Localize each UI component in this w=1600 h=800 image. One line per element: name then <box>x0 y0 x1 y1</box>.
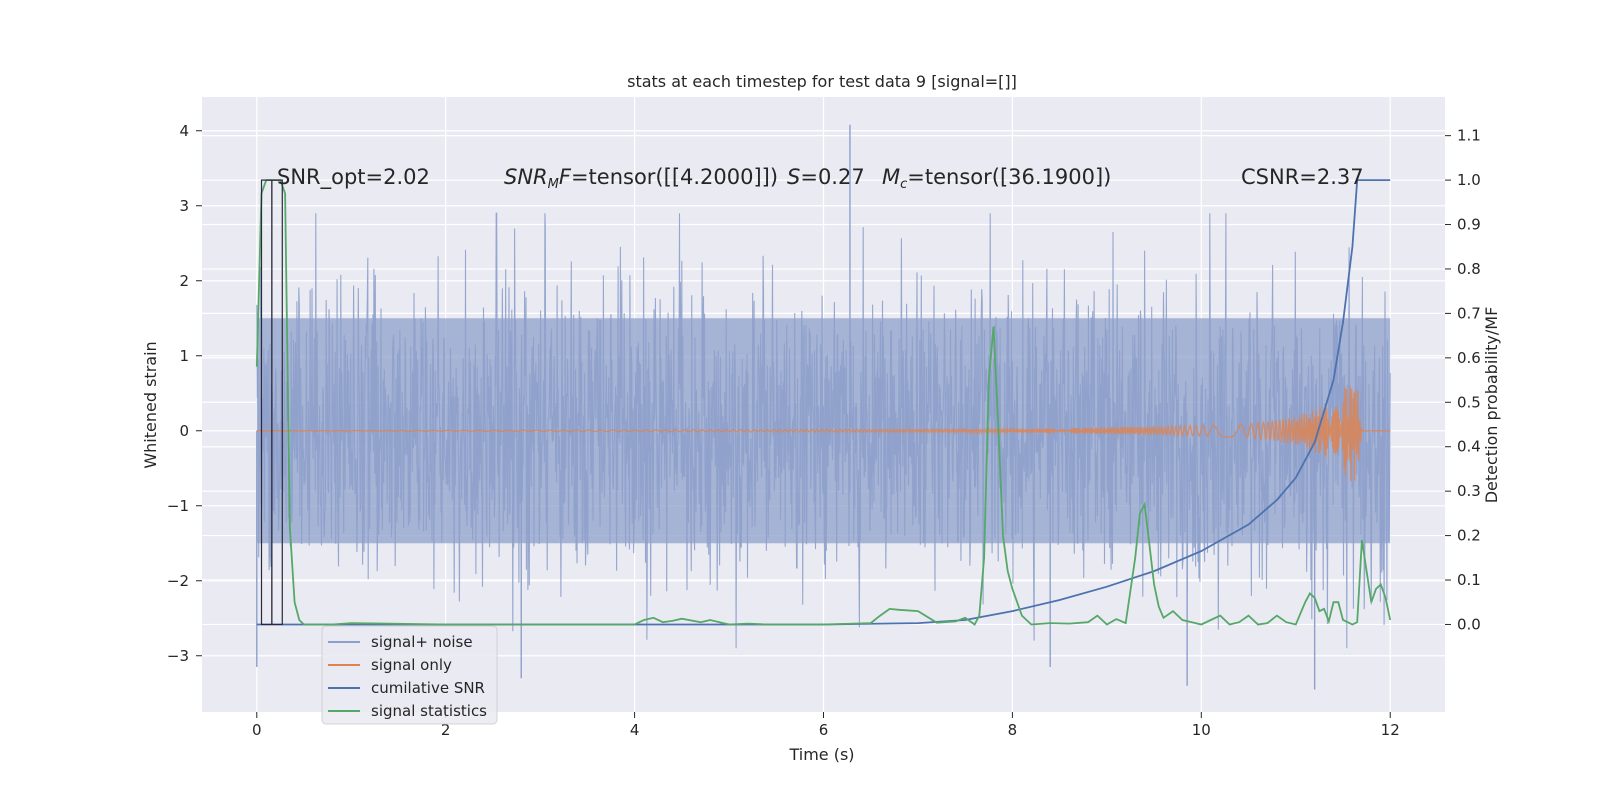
signal-layer <box>256 386 1391 482</box>
y-right-tick-label: 0.7 <box>1457 304 1481 322</box>
y-right-tick-label: 1.0 <box>1457 171 1481 189</box>
annotation-mc-value-part: c <box>900 177 907 192</box>
y-right-tick-label: 0.6 <box>1457 349 1481 367</box>
y-right-tick-label: 0.1 <box>1457 571 1481 589</box>
annotation-mc-value-part: M <box>882 165 900 189</box>
x-tick-label: 12 <box>1381 721 1400 739</box>
x-tick-label: 10 <box>1192 721 1211 739</box>
y-left-tick-label: 2 <box>179 272 189 290</box>
annotation-snr-mf: SNRMF=tensor([[4.2000]]) <box>504 165 778 192</box>
boxes-layer <box>260 179 283 626</box>
detection-window-box <box>271 179 283 626</box>
right-series-layer <box>255 179 1392 626</box>
annotation-snr-mf-part: =tensor([[4.2000]]) <box>571 165 778 189</box>
y-right-tick-label: 1.1 <box>1457 127 1481 145</box>
y-left-tick-label: 3 <box>179 197 189 215</box>
annotation-snr-mf-part: F <box>559 165 572 189</box>
series-line-signal-statistics <box>255 179 1392 626</box>
y-right-tick-label: 0.2 <box>1457 527 1481 545</box>
annotation-s-value-part: S <box>787 165 800 189</box>
y-left-tick-label: 1 <box>179 347 189 365</box>
x-tick-label: 8 <box>1008 721 1018 739</box>
y-right-tick-label: 0.0 <box>1457 615 1481 633</box>
y-right-tick-label: 0.3 <box>1457 482 1481 500</box>
annotation-mc-value-part: =tensor([36.1900]) <box>907 165 1111 189</box>
annotation-csnr: CSNR=2.37 <box>1241 165 1364 189</box>
y-left-tick-label: 4 <box>179 122 189 140</box>
legend-label: signal statistics <box>371 702 487 720</box>
y-right-tick-label: 0.9 <box>1457 216 1481 234</box>
chart-title: stats at each timestep for test data 9 [… <box>627 72 1017 91</box>
legend-box <box>321 625 498 725</box>
y-axis-label-left: Whitened strain <box>141 341 160 468</box>
annotation-csnr-part: CSNR=2.37 <box>1241 165 1364 189</box>
legend: signal+ noise signal only cumilative SNR si… <box>321 625 498 725</box>
annotation-s-value: S=0.27 <box>787 165 865 189</box>
ticks-layer: 0 2 4 6 8 10 12−3−2−1012340.00.10.20.30.40.50.… <box>167 122 1481 739</box>
annotation-snr-opt: SNR_opt=2.02 <box>277 165 430 190</box>
y-left-tick-label: −1 <box>167 497 189 515</box>
x-tick-label: 6 <box>819 721 829 739</box>
series-line-signal-only <box>256 386 1391 482</box>
annotation-mc-value: Mc=tensor([36.1900]) <box>882 165 1111 192</box>
annotation-s-value-part: =0.27 <box>800 165 864 189</box>
y-right-tick-label: 0.8 <box>1457 260 1481 278</box>
legend-label: signal+ noise <box>371 633 473 651</box>
annotation-snr-mf-part: M <box>548 177 559 192</box>
x-tick-label: 4 <box>630 721 640 739</box>
y-left-tick-label: 0 <box>179 422 189 440</box>
legend-label: cumilative SNR <box>371 679 485 697</box>
y-left-tick-label: −3 <box>167 647 189 665</box>
legend-label: signal only <box>371 656 452 674</box>
annotation-snr-opt-part: SNR_opt=2.02 <box>277 165 430 190</box>
x-axis-label: Time (s) <box>788 745 854 764</box>
x-tick-label: 2 <box>441 721 451 739</box>
annotation-layer: SNR_opt=2.02 SNRMF=tensor([[4.2000]]) S=0.… <box>277 165 1364 192</box>
y-axis-label-right: Detection probability/MF <box>1482 307 1501 504</box>
y-right-tick-label: 0.4 <box>1457 438 1481 456</box>
y-left-tick-label: −2 <box>167 572 189 590</box>
annotation-snr-mf-part: SNR <box>504 165 548 189</box>
x-tick-label: 0 <box>252 721 262 739</box>
y-right-tick-label: 0.5 <box>1457 393 1481 411</box>
